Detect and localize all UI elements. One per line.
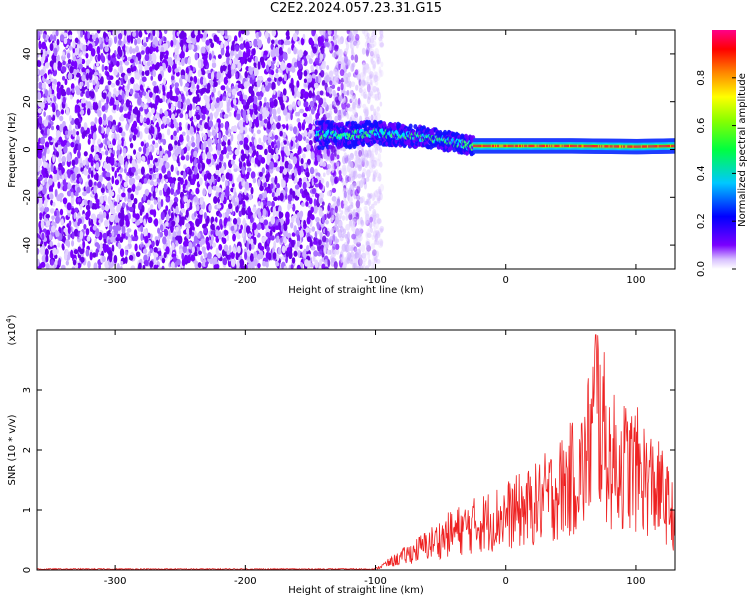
top-y-tick-label: 40 — [22, 48, 33, 61]
top-x-axis-label: Height of straight line (km) — [288, 285, 424, 296]
colorbar: 0.0 0.2 0.4 0.6 0.8 Normalized spectral ampl… — [696, 30, 748, 277]
top-y-axis-label: Frequency (Hz) — [7, 112, 18, 188]
bottom-x-axis-label: Height of straight line (km) — [288, 585, 424, 596]
bottom-y-tick-label: 3 — [22, 387, 33, 393]
colorbar-tick-label: 0.8 — [696, 70, 707, 86]
snr-series-line — [37, 334, 675, 570]
top-y-tick-label: 20 — [22, 95, 33, 108]
colorbar-tick-label: 0.4 — [696, 165, 707, 181]
colorbar-tick-label: 0.6 — [696, 118, 707, 134]
top-y-tick-label: -20 — [22, 189, 33, 205]
top-x-tick-label: 0 — [503, 275, 509, 286]
bottom-y-tick-label: 2 — [22, 447, 33, 453]
colorbar-tick-label: 0.0 — [696, 261, 707, 277]
bottom-x-tick-label: -200 — [234, 576, 257, 587]
bottom-y-axis-label: SNR (10 * v/v) — [7, 414, 18, 485]
bottom-y-tick-label: 1 — [22, 507, 33, 513]
y-multiplier-base: (x10 — [7, 323, 18, 346]
chart-title: C2E2.2024.057.23.31.G15 — [269, 1, 443, 16]
snr-panel: -300 -200 -100 0 100 0 1 2 3 Height of straight … — [5, 314, 676, 596]
y-multiplier: (x104) — [5, 314, 18, 345]
top-y-tick-label: -40 — [22, 237, 33, 253]
y-multiplier-exp: 4 — [5, 318, 13, 323]
top-x-tick-label: -100 — [364, 275, 387, 286]
colorbar-tick-label: 0.2 — [696, 213, 707, 229]
top-y-tick-label: 0 — [22, 146, 33, 152]
bottom-x-tick-label: -100 — [364, 576, 387, 587]
top-x-tick-label: -300 — [104, 275, 127, 286]
bottom-x-tick-label: -300 — [104, 576, 127, 587]
bottom-x-tick-label: 0 — [503, 576, 509, 587]
top-x-tick-label: -200 — [234, 275, 257, 286]
bottom-y-tick-label: 0 — [22, 567, 33, 573]
top-x-tick-label: 100 — [626, 275, 645, 286]
colorbar-label: Normalized spectral amplitude — [737, 73, 748, 227]
bottom-x-tick-label: 100 — [626, 576, 645, 587]
